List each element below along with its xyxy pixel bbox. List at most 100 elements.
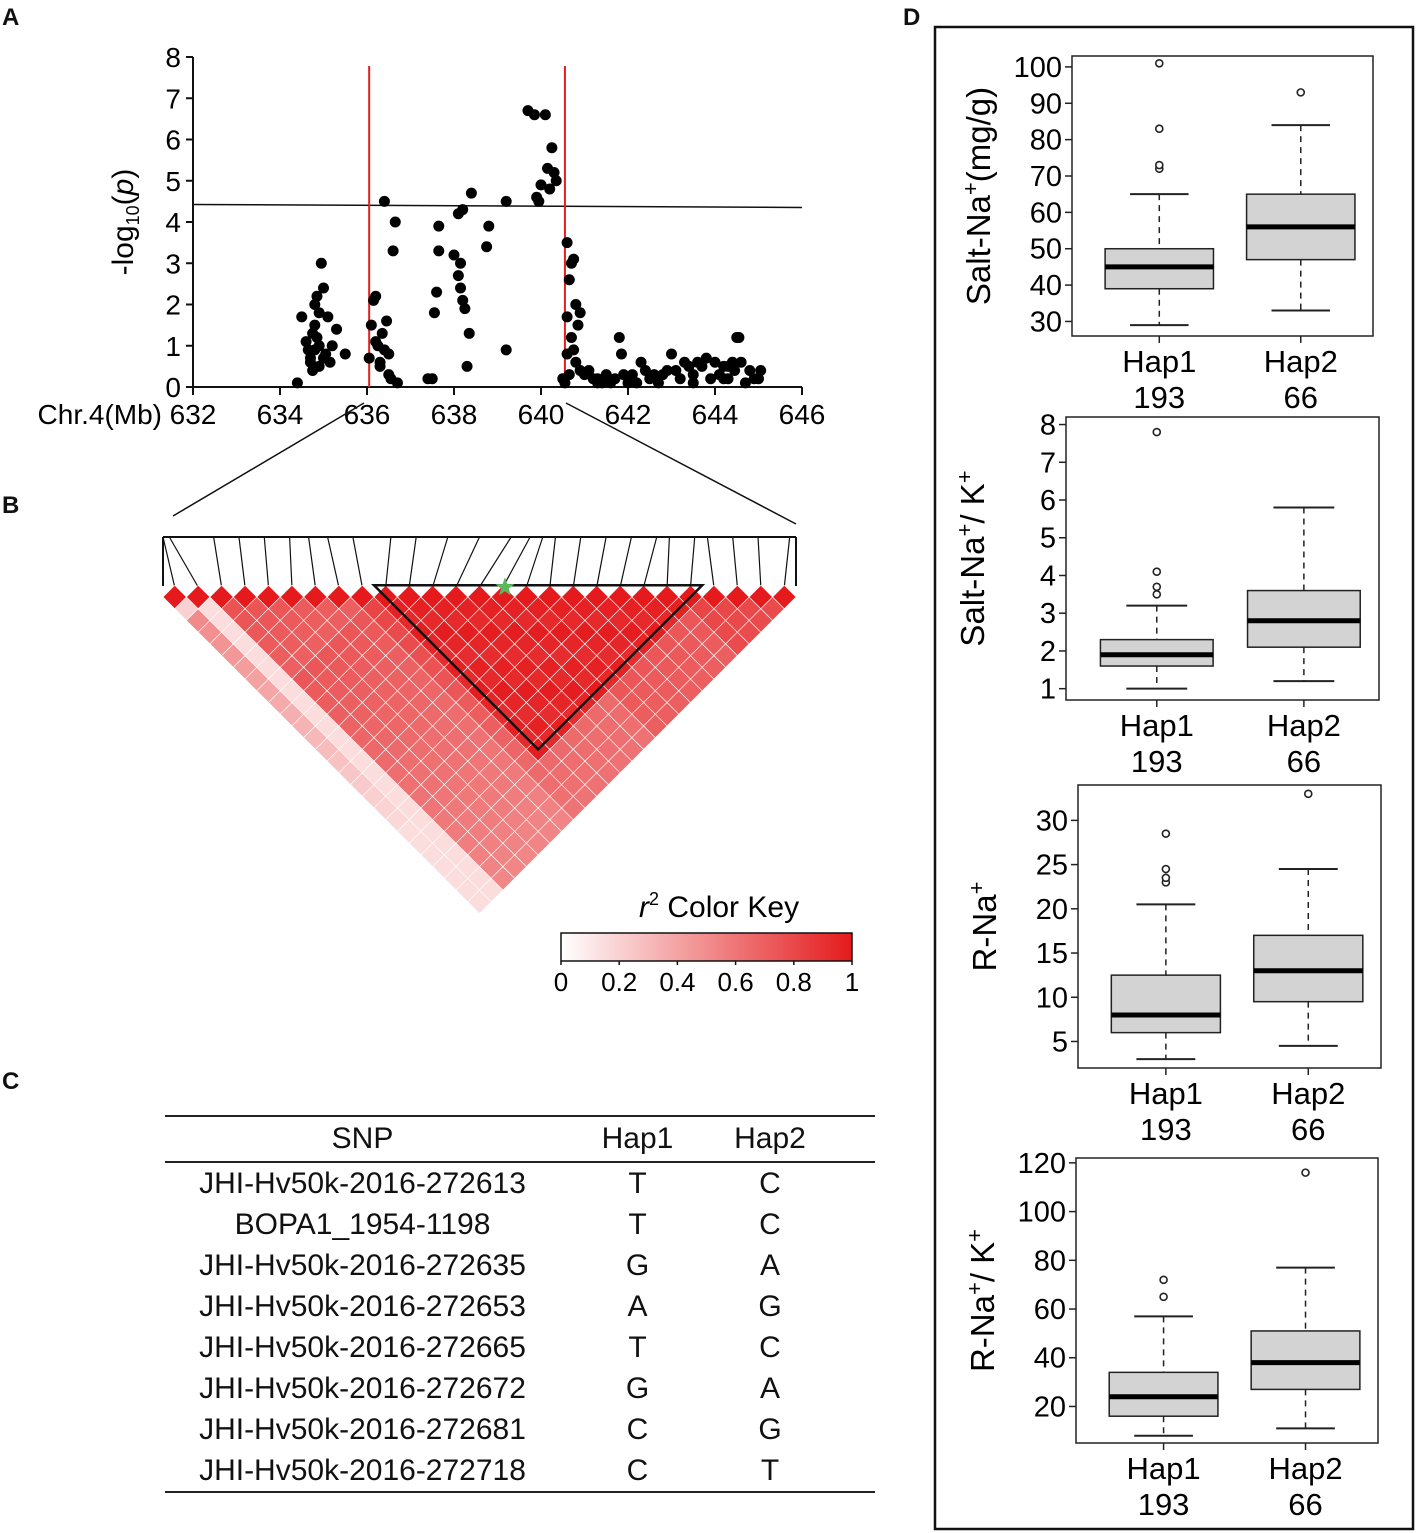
snp-point <box>609 373 621 385</box>
snp-connector-line <box>307 536 316 588</box>
x-tick-label: 636 <box>344 399 391 430</box>
snp-point <box>631 377 643 389</box>
group-label: Hap1 <box>1120 708 1194 743</box>
snp-point <box>613 332 625 343</box>
snp-connector-line <box>455 536 481 588</box>
snp-id-cell: JHI-Hv50k-2016-272665 <box>199 1330 526 1364</box>
snp-connector-line <box>162 536 176 588</box>
group-label: Hap2 <box>1267 708 1341 743</box>
snp-id-cell: JHI-Hv50k-2016-272672 <box>199 1371 526 1405</box>
snp-point <box>700 352 712 364</box>
snp-connector-line <box>525 536 544 588</box>
snp-point <box>500 344 512 356</box>
snp-point <box>639 365 651 376</box>
table-header-rule <box>165 1161 875 1163</box>
y-axis-title: Salt-Na+(mg/g) <box>958 87 997 305</box>
snp-point <box>533 195 545 207</box>
y-tick-label: 0 <box>165 372 181 403</box>
snp-point <box>296 311 308 323</box>
snp-point <box>563 274 575 286</box>
y-axis-title: R-Na+ <box>964 882 1003 972</box>
snp-point <box>572 319 584 331</box>
snp-point <box>376 327 388 339</box>
lead-snp-star-icon <box>495 577 515 596</box>
outlier-point <box>1161 864 1171 874</box>
snp-point <box>374 360 386 372</box>
snp-point <box>563 369 575 381</box>
y-tick-label: 100 <box>1018 1197 1066 1229</box>
header-hap1: Hap1 <box>601 1122 674 1155</box>
snp-point <box>670 365 682 376</box>
snp-point <box>465 187 477 199</box>
y-tick-label: 80 <box>1030 125 1062 157</box>
y-tick-label: 120 <box>1018 1148 1066 1180</box>
y-axis-title: Salt-Na+/ K+ <box>952 470 991 646</box>
snp-point <box>311 332 323 343</box>
outlier-point <box>1154 160 1164 170</box>
snp-point <box>592 377 604 389</box>
x-axis-title: Chr.4(Mb) <box>38 399 162 430</box>
haplotype-block-outline <box>370 584 706 752</box>
y-axis-title: R-Na+/ K+ <box>962 1229 1001 1372</box>
y-tick-label: 90 <box>1030 88 1062 120</box>
snp-connector-line <box>596 536 607 588</box>
table-row: JHI-Hv50k-2016-272681 C G <box>165 1409 875 1450</box>
snp-point <box>687 377 699 389</box>
y-tick-label: 15 <box>1036 938 1068 970</box>
snp-point <box>729 365 741 376</box>
boxplot-frame <box>1071 55 1374 337</box>
snp-connector-line <box>732 536 738 588</box>
snp-point <box>309 299 321 310</box>
snp-point <box>387 245 399 257</box>
significance-threshold-line <box>192 203 803 209</box>
outlier-point <box>1152 590 1162 599</box>
snp-connector-line <box>689 536 696 588</box>
y-tick-label: 50 <box>1030 234 1062 266</box>
snp-point <box>744 365 756 376</box>
y-tick-label: 4 <box>1040 560 1056 592</box>
group-label: Hap2 <box>1271 1076 1345 1111</box>
snp-point <box>687 369 699 381</box>
snp-connector-line <box>432 536 449 588</box>
snp-point <box>544 183 556 195</box>
y-tick-label: 100 <box>1014 52 1062 84</box>
ld-cell <box>772 584 797 610</box>
y-tick-label: 8 <box>165 42 181 73</box>
snp-connector-line <box>263 536 270 588</box>
y-tick-label: 20 <box>1034 1391 1066 1423</box>
header-snp: SNP <box>331 1122 394 1155</box>
y-tick-label: 25 <box>1036 850 1068 882</box>
snp-connector-line <box>619 536 633 588</box>
snp-point <box>459 303 471 315</box>
group-label: Hap1 <box>1127 1451 1201 1486</box>
group-label: Hap2 <box>1264 344 1338 379</box>
y-tick-label: 80 <box>1034 1245 1066 1277</box>
panel-d-frame <box>933 25 1415 1531</box>
panel-label-a: A <box>2 4 20 31</box>
hap1-allele-cell: T <box>628 1207 647 1241</box>
snp-point <box>378 195 390 207</box>
y-tick-label: 30 <box>1030 306 1062 338</box>
manhattan-plot: 0 1 2 3 4 5 6 7 8 632 634 636 638 640 642 644 646 Chr.4(M… <box>38 42 826 430</box>
outlier-point <box>1301 1168 1310 1177</box>
snp-connector-line <box>408 536 417 588</box>
color-key-tick-label: 0.2 <box>601 967 637 997</box>
snp-point <box>452 270 464 282</box>
snp-point <box>615 348 627 360</box>
color-key-tick-label: 0 <box>554 967 568 997</box>
snp-connector-line <box>478 536 512 588</box>
iqr-box <box>1110 974 1222 1034</box>
snp-point <box>696 360 708 372</box>
hap1-allele-cell: G <box>625 1248 650 1282</box>
outlier-point <box>1303 789 1313 799</box>
snp-point <box>326 340 338 352</box>
snp-point <box>600 369 612 381</box>
snp-connector-line <box>549 536 557 588</box>
y-tick-label: 1 <box>165 331 181 362</box>
group-count: 66 <box>1287 744 1321 779</box>
snp-point <box>304 352 316 364</box>
table-row: JHI-Hv50k-2016-272672 G A <box>165 1368 875 1409</box>
